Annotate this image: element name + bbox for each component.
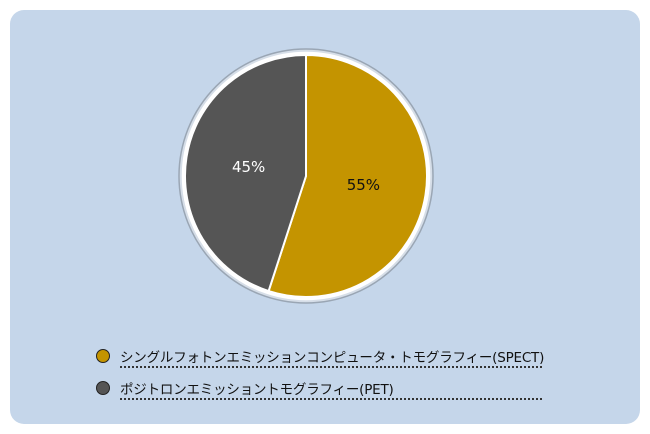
slice-label-pet: 45% — [232, 158, 265, 176]
legend-dotted-line — [120, 366, 542, 368]
pie-slice-pet — [184, 53, 307, 293]
legend-item-spect: シングルフォトンエミッションコンピュータ・トモグラフィー(SPECT) — [96, 345, 545, 369]
legend-marker-spect — [96, 349, 110, 363]
legend-label-pet: ポジトロンエミッショントモグラフィー(PET) — [120, 382, 394, 398]
pie-slice-spect — [267, 53, 428, 298]
legend-marker-pet — [96, 381, 110, 395]
legend-label-spect: シングルフォトンエミッションコンピュータ・トモグラフィー(SPECT) — [120, 350, 545, 366]
slice-label-spect: 55% — [347, 176, 380, 194]
pie-inner-ring — [181, 51, 431, 301]
legend-item-pet: ポジトロンエミッショントモグラフィー(PET) — [96, 377, 542, 401]
legend-dotted-line — [120, 398, 542, 400]
